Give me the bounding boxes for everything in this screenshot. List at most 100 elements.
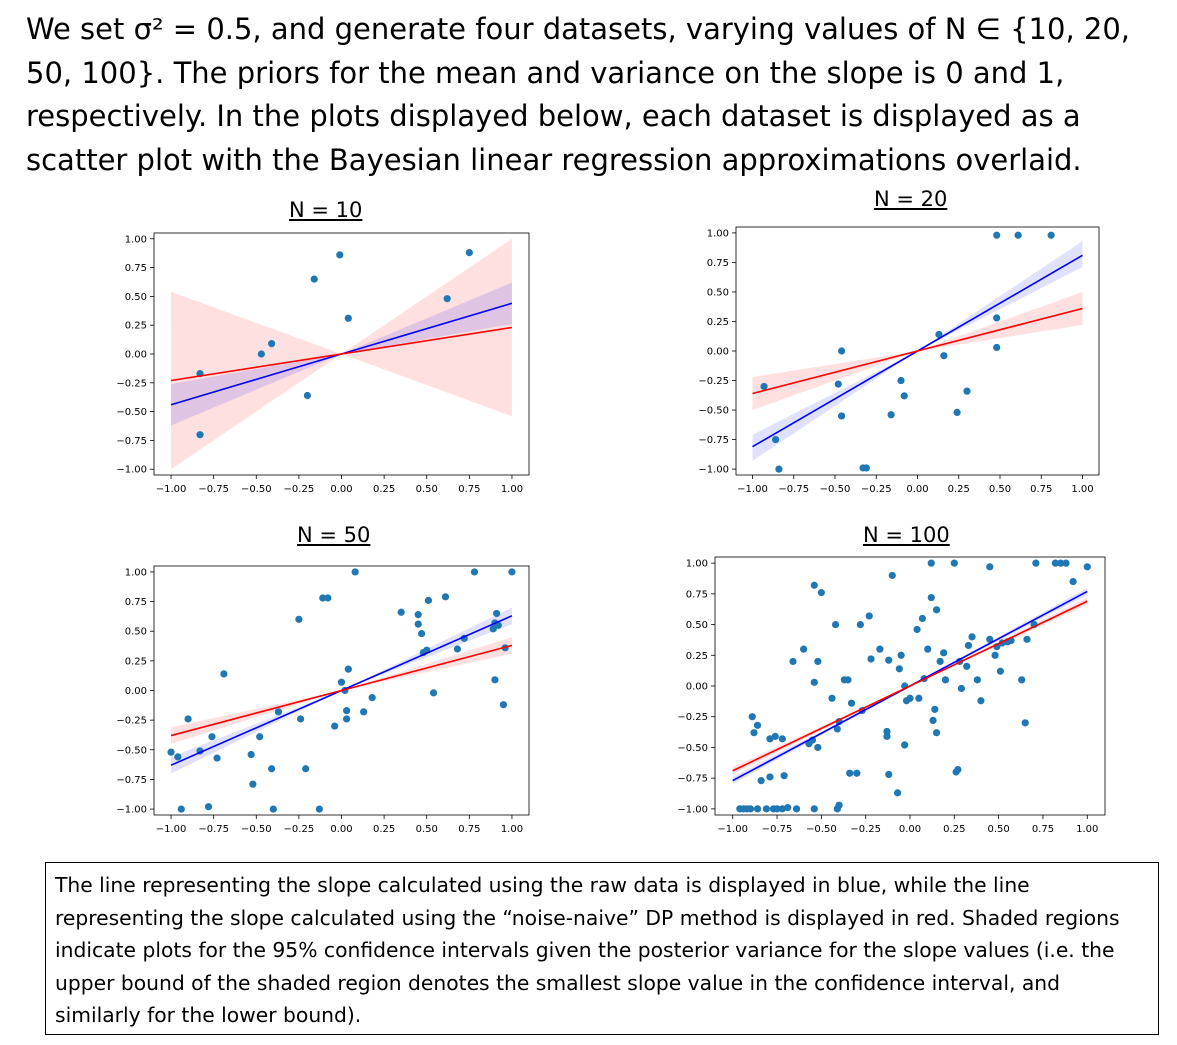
plot-title-n20: N = 20 — [874, 187, 948, 211]
data-point — [247, 750, 255, 759]
x-tick-label: 1.00 — [501, 484, 523, 495]
data-point — [846, 769, 854, 777]
data-point — [810, 581, 818, 589]
data-point — [499, 701, 508, 709]
y-tick-label: −1.00 — [677, 804, 708, 815]
x-tick-label: 0.00 — [899, 824, 921, 835]
x-tick-label: −0.50 — [241, 484, 272, 495]
figure-caption: The line representing the slope calculat… — [45, 862, 1159, 1035]
data-point — [838, 412, 846, 420]
dp-regression-line — [170, 644, 513, 737]
y-tick-label: 0.50 — [125, 292, 147, 303]
data-point — [208, 733, 216, 741]
data-point — [957, 684, 966, 693]
x-tick-label: 0.25 — [943, 824, 965, 835]
data-point — [397, 608, 405, 616]
data-point — [414, 611, 422, 619]
x-tick-label: 1.00 — [501, 824, 523, 835]
data-point — [773, 805, 781, 813]
data-point — [887, 411, 895, 419]
data-point — [862, 464, 870, 472]
data-point — [775, 465, 783, 473]
scatter-plot-n100: −1.00 −0.75 −0.50 −0.25 0.00 0.25 0.50 0.75 1.00… — [677, 556, 1106, 835]
data-point — [835, 801, 843, 809]
data-point — [789, 657, 797, 666]
data-point — [814, 743, 822, 752]
y-tick-label: 0.75 — [707, 258, 729, 269]
x-tick-label: 0.50 — [416, 484, 438, 495]
data-point — [360, 708, 368, 716]
data-point — [493, 609, 501, 618]
raw-confidence-band — [341, 282, 512, 354]
intro-paragraph: We set σ² = 0.5, and generate four datas… — [26, 12, 1130, 177]
plot-title-n10: N = 10 — [289, 198, 363, 222]
data-point — [833, 725, 841, 733]
x-tick-label: −0.50 — [241, 824, 272, 835]
x-tick-label: 0.00 — [330, 484, 352, 495]
y-tick-label: −0.25 — [116, 716, 147, 727]
dp-confidence-band — [917, 291, 1083, 351]
dp-regression-line — [732, 600, 1088, 772]
data-point — [954, 765, 962, 774]
data-point — [900, 392, 908, 400]
data-point — [302, 765, 310, 773]
raw-confidence-band — [910, 587, 1088, 686]
dp-confidence-band — [171, 291, 342, 470]
data-point — [344, 665, 352, 673]
data-point — [847, 699, 856, 707]
y-tick-label: 1.00 — [686, 559, 708, 570]
y-tick-label: −1.00 — [698, 465, 729, 476]
y-tick-label: 0.00 — [125, 350, 147, 361]
data-point — [184, 715, 192, 723]
data-point — [319, 594, 327, 602]
data-point — [991, 651, 999, 659]
y-tick-label: 0.75 — [686, 589, 708, 600]
x-tick-label: 0.75 — [1030, 484, 1052, 495]
x-tick-label: −0.75 — [198, 484, 229, 495]
data-point — [424, 596, 433, 604]
data-point — [953, 408, 961, 417]
data-point — [760, 382, 768, 391]
data-point — [834, 380, 842, 388]
y-tick-label: 1.00 — [707, 228, 729, 239]
x-tick-label: 1.00 — [1071, 484, 1093, 495]
data-point — [748, 713, 756, 721]
y-tick-label: 0.25 — [707, 317, 729, 328]
data-point — [935, 330, 943, 339]
data-point — [337, 678, 346, 686]
data-point — [792, 805, 801, 813]
data-point — [941, 676, 950, 684]
x-tick-label: −1.00 — [717, 824, 748, 835]
data-point — [1051, 559, 1059, 567]
data-point — [1014, 231, 1022, 239]
data-point — [831, 620, 840, 629]
data-point — [213, 754, 221, 762]
y-tick-label: 1.00 — [125, 567, 147, 578]
y-tick-label: −0.75 — [698, 435, 729, 446]
y-tick-label: −1.00 — [116, 465, 147, 476]
data-point — [927, 559, 935, 567]
data-point — [268, 340, 276, 348]
scatter-plot-n50: −1.00 −0.75 −0.50 −0.25 0.00 0.25 0.50 0.75 1.00… — [116, 565, 530, 835]
dp-regression-line — [752, 307, 1083, 395]
y-tick-label: 0.50 — [686, 620, 708, 631]
data-point — [915, 694, 923, 702]
x-tick-label: 0.50 — [989, 484, 1011, 495]
data-point — [167, 748, 175, 756]
y-tick-label: 0.75 — [125, 597, 147, 608]
y-tick-label: 0.75 — [125, 263, 147, 274]
data-point — [932, 606, 941, 614]
x-tick-label: −1.00 — [156, 824, 187, 835]
data-point — [932, 729, 941, 737]
x-tick-label: 0.75 — [458, 484, 480, 495]
data-point — [888, 571, 896, 580]
data-point — [986, 635, 994, 643]
data-point — [746, 805, 755, 813]
dp-confidence-band — [752, 351, 918, 411]
data-point — [993, 343, 1001, 352]
dp-regression-line — [170, 326, 513, 382]
data-point — [973, 676, 981, 684]
data-point — [310, 275, 318, 283]
x-tick-label: 0.50 — [416, 824, 438, 835]
x-tick-label: −0.25 — [850, 824, 881, 835]
